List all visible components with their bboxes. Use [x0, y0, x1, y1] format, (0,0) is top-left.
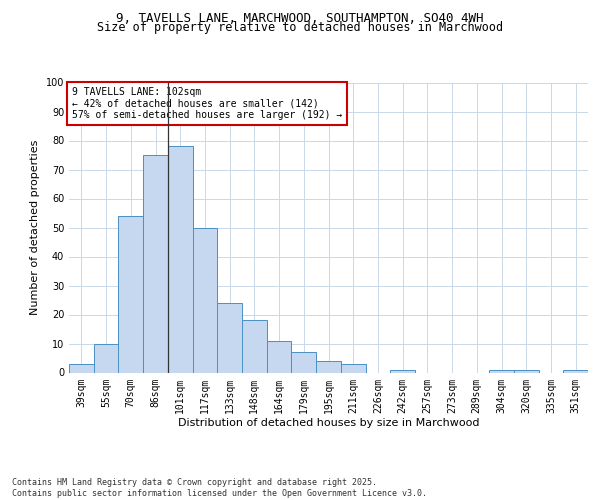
Bar: [316, 361, 341, 372]
Bar: [341, 364, 365, 372]
Y-axis label: Number of detached properties: Number of detached properties: [30, 140, 40, 315]
Bar: [390, 370, 415, 372]
Bar: [193, 228, 217, 372]
Bar: [563, 370, 588, 372]
Bar: [143, 155, 168, 372]
Bar: [489, 370, 514, 372]
Text: 9 TAVELLS LANE: 102sqm
← 42% of detached houses are smaller (142)
57% of semi-de: 9 TAVELLS LANE: 102sqm ← 42% of detached…: [71, 87, 342, 120]
Bar: [69, 364, 94, 372]
Bar: [292, 352, 316, 372]
Bar: [168, 146, 193, 372]
Bar: [267, 340, 292, 372]
X-axis label: Distribution of detached houses by size in Marchwood: Distribution of detached houses by size …: [178, 418, 479, 428]
Bar: [242, 320, 267, 372]
Text: 9, TAVELLS LANE, MARCHWOOD, SOUTHAMPTON, SO40 4WH: 9, TAVELLS LANE, MARCHWOOD, SOUTHAMPTON,…: [116, 12, 484, 26]
Text: Size of property relative to detached houses in Marchwood: Size of property relative to detached ho…: [97, 22, 503, 35]
Bar: [94, 344, 118, 372]
Bar: [217, 303, 242, 372]
Text: Contains HM Land Registry data © Crown copyright and database right 2025.
Contai: Contains HM Land Registry data © Crown c…: [12, 478, 427, 498]
Bar: [514, 370, 539, 372]
Bar: [118, 216, 143, 372]
